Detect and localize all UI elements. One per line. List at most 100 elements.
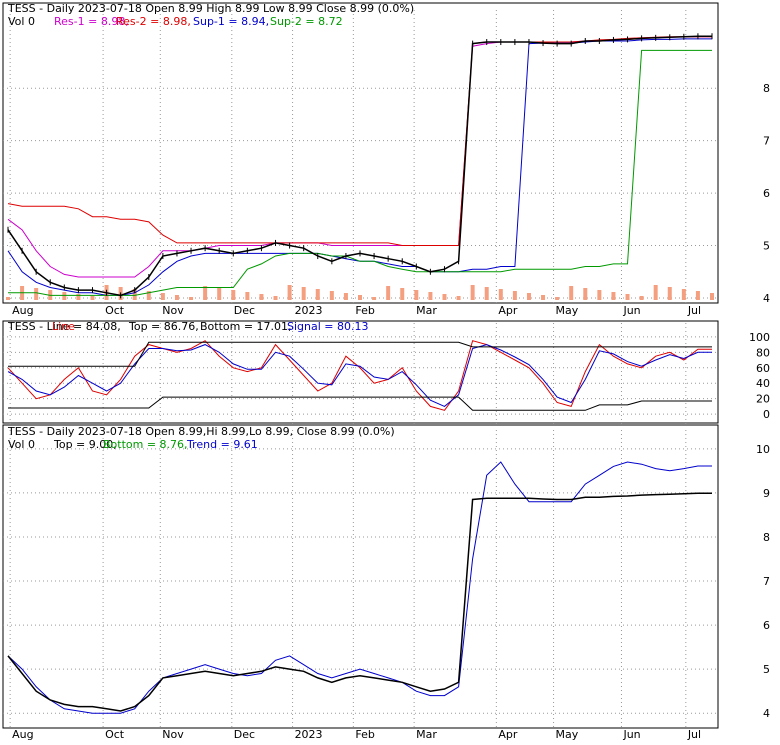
volume-bar [456, 296, 461, 300]
volume-bar [611, 292, 616, 300]
x-tick-label: May [556, 728, 579, 741]
volume-bar [428, 292, 433, 300]
volume-bar [414, 290, 419, 300]
x-tick-label: 2023 [295, 304, 323, 317]
volume-bar [498, 289, 503, 300]
x-tick-label: Oct [105, 304, 125, 317]
volume-bar [358, 295, 362, 300]
volume-bar [681, 289, 686, 300]
volume-bars [6, 285, 714, 300]
x-tick-label: Nov [162, 728, 184, 741]
y-tick-label: 20 [756, 393, 770, 406]
x-tick-label: Dec [234, 304, 255, 317]
volume-bar [484, 287, 489, 300]
volume-bar [597, 290, 602, 300]
price-panel-frame [2, 2, 719, 304]
price-y-labels: 4 5 6 7 8 [763, 82, 770, 305]
price-grid [3, 10, 718, 306]
volume-bar [569, 286, 574, 300]
volume-bar [174, 295, 179, 300]
y-tick-label: 6 [763, 619, 770, 632]
volume-bar [76, 294, 81, 300]
trend-header-bottom: Bottom = 8.76, [103, 438, 188, 451]
x-tick-label: Oct [105, 728, 125, 741]
legend-res1: Res-1 = 8.98, [54, 15, 129, 28]
x-tick-label: Aug [12, 728, 33, 741]
volume-bar [146, 291, 151, 300]
volume-bar [315, 289, 320, 300]
series-sup-2 [8, 49, 712, 296]
volume-bar [555, 297, 560, 300]
volume-bar [231, 290, 236, 300]
volume-bar [639, 296, 644, 300]
trend-header-title: TESS - Daily 2023-07-18 Open 8.99,Hi 8.9… [7, 425, 395, 438]
volume-bar [90, 296, 95, 300]
y-tick-label: 80 [756, 346, 770, 359]
price-header-title: TESS - Daily 2023-07-18 Open 8.99 High 8… [7, 2, 414, 15]
volume-bar [526, 293, 531, 300]
volume-bar [386, 286, 391, 300]
trend-y-labels: 4 5 6 7 8 9 10 [756, 443, 770, 720]
y-tick-label: 100 [749, 331, 770, 344]
volume-bar [470, 285, 475, 300]
x-tick-label: Jul [687, 728, 701, 741]
trend-header-trend: Trend = 9.61 [186, 438, 258, 451]
volume-bar [189, 297, 194, 300]
volume-bar [667, 287, 672, 300]
trend-x-labels: Aug Oct Nov Dec 2023 Feb Mar Apr May Jun Jul [12, 728, 701, 741]
price-lines [7, 33, 713, 299]
x-tick-label: 2023 [295, 728, 323, 741]
legend-res2: Res-2 = 8.98, [116, 15, 191, 28]
stochastic-header-bottom: Bottom = 17.01, [200, 320, 292, 333]
volume-bar [400, 288, 405, 300]
stochastic-panel-frame [2, 320, 719, 424]
x-tick-label: Apr [498, 304, 518, 317]
volume-bar [583, 288, 588, 300]
volume-bar [695, 291, 700, 300]
volume-bar [34, 288, 39, 300]
trend-lines [7, 461, 712, 714]
volume-bar [287, 285, 292, 300]
x-tick-label: Feb [355, 304, 374, 317]
volume-bar [273, 296, 278, 300]
volume-bar [541, 295, 546, 300]
series-bottom [8, 396, 712, 411]
y-tick-label: 9 [763, 487, 770, 500]
legend-sup2: Sup-2 = 8.72 [270, 15, 343, 28]
stochastic-header-top: Top = 86.76, [128, 320, 199, 333]
price-panel: 4 5 6 7 8 Aug Oct Nov Dec 2023 Feb Mar Apr May Jun Jul… [2, 2, 770, 317]
volume-bar [259, 294, 264, 300]
volume-bar [62, 292, 67, 300]
x-tick-label: Aug [12, 304, 33, 317]
y-tick-label: 4 [763, 292, 770, 305]
y-tick-label: 7 [763, 575, 770, 588]
stochastic-lines [7, 340, 712, 411]
legend-sup1: Sup-1 = 8.94, [193, 15, 269, 28]
volume-bar [625, 294, 630, 300]
volume-bar [132, 289, 137, 300]
volume-bar [710, 293, 714, 300]
y-tick-label: 40 [756, 377, 770, 390]
volume-bar [301, 287, 306, 300]
volume-bar [512, 291, 517, 300]
x-tick-label: Jun [622, 728, 640, 741]
x-tick-label: Mar [416, 304, 437, 317]
volume-bar [329, 291, 334, 300]
trend-header-vol: Vol 0 [8, 438, 35, 451]
volume-bar [372, 297, 377, 300]
price-header-vol: Vol 0 [8, 15, 35, 28]
stochastic-header-label: TESS - Line = 84.08, [7, 320, 121, 333]
series-trend [7, 461, 712, 714]
trend-panel-frame [2, 424, 719, 729]
y-tick-label: 5 [763, 240, 770, 253]
volume-bar [442, 294, 447, 300]
y-tick-label: 7 [763, 135, 770, 148]
y-tick-label: 6 [763, 187, 770, 200]
x-tick-label: Feb [355, 728, 374, 741]
volume-bar [217, 288, 222, 300]
y-tick-label: 8 [763, 82, 770, 95]
volume-bar [653, 285, 658, 300]
x-tick-label: Apr [498, 728, 518, 741]
volume-bar [160, 293, 165, 300]
